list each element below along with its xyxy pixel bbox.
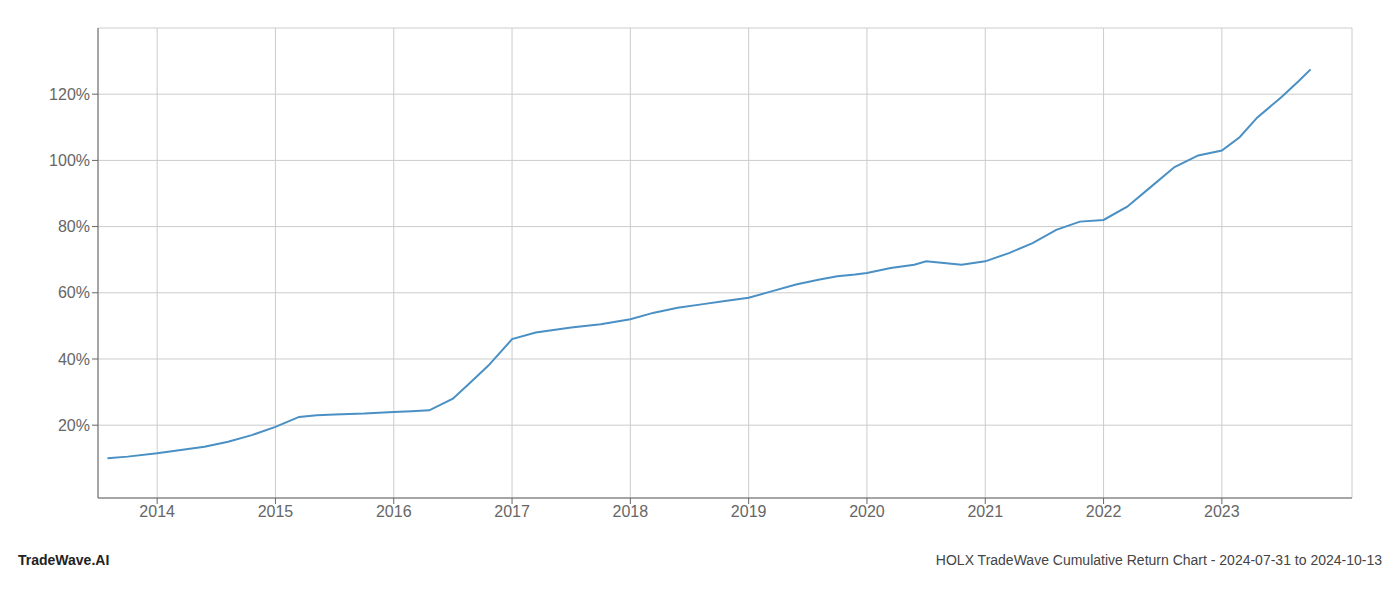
svg-text:2022: 2022: [1086, 503, 1122, 520]
svg-text:2019: 2019: [731, 503, 767, 520]
svg-text:2018: 2018: [613, 503, 649, 520]
svg-text:100%: 100%: [49, 152, 90, 169]
svg-text:2017: 2017: [494, 503, 530, 520]
svg-text:2021: 2021: [967, 503, 1003, 520]
svg-text:2023: 2023: [1204, 503, 1240, 520]
svg-text:120%: 120%: [49, 86, 90, 103]
html-text:TradeWave.AI: TradeWave.AI: [18, 552, 110, 568]
svg-text:20%: 20%: [58, 417, 90, 434]
svg-text:80%: 80%: [58, 218, 90, 235]
svg-text:40%: 40%: [58, 351, 90, 368]
svg-text:2020: 2020: [849, 503, 885, 520]
svg-text:2014: 2014: [139, 503, 175, 520]
svg-text:2015: 2015: [258, 503, 294, 520]
html-text:HOLX TradeWave Cumulative Retu: HOLX TradeWave Cumulative Return Chart -…: [935, 552, 1382, 568]
svg-text:60%: 60%: [58, 284, 90, 301]
svg-text:2016: 2016: [376, 503, 412, 520]
